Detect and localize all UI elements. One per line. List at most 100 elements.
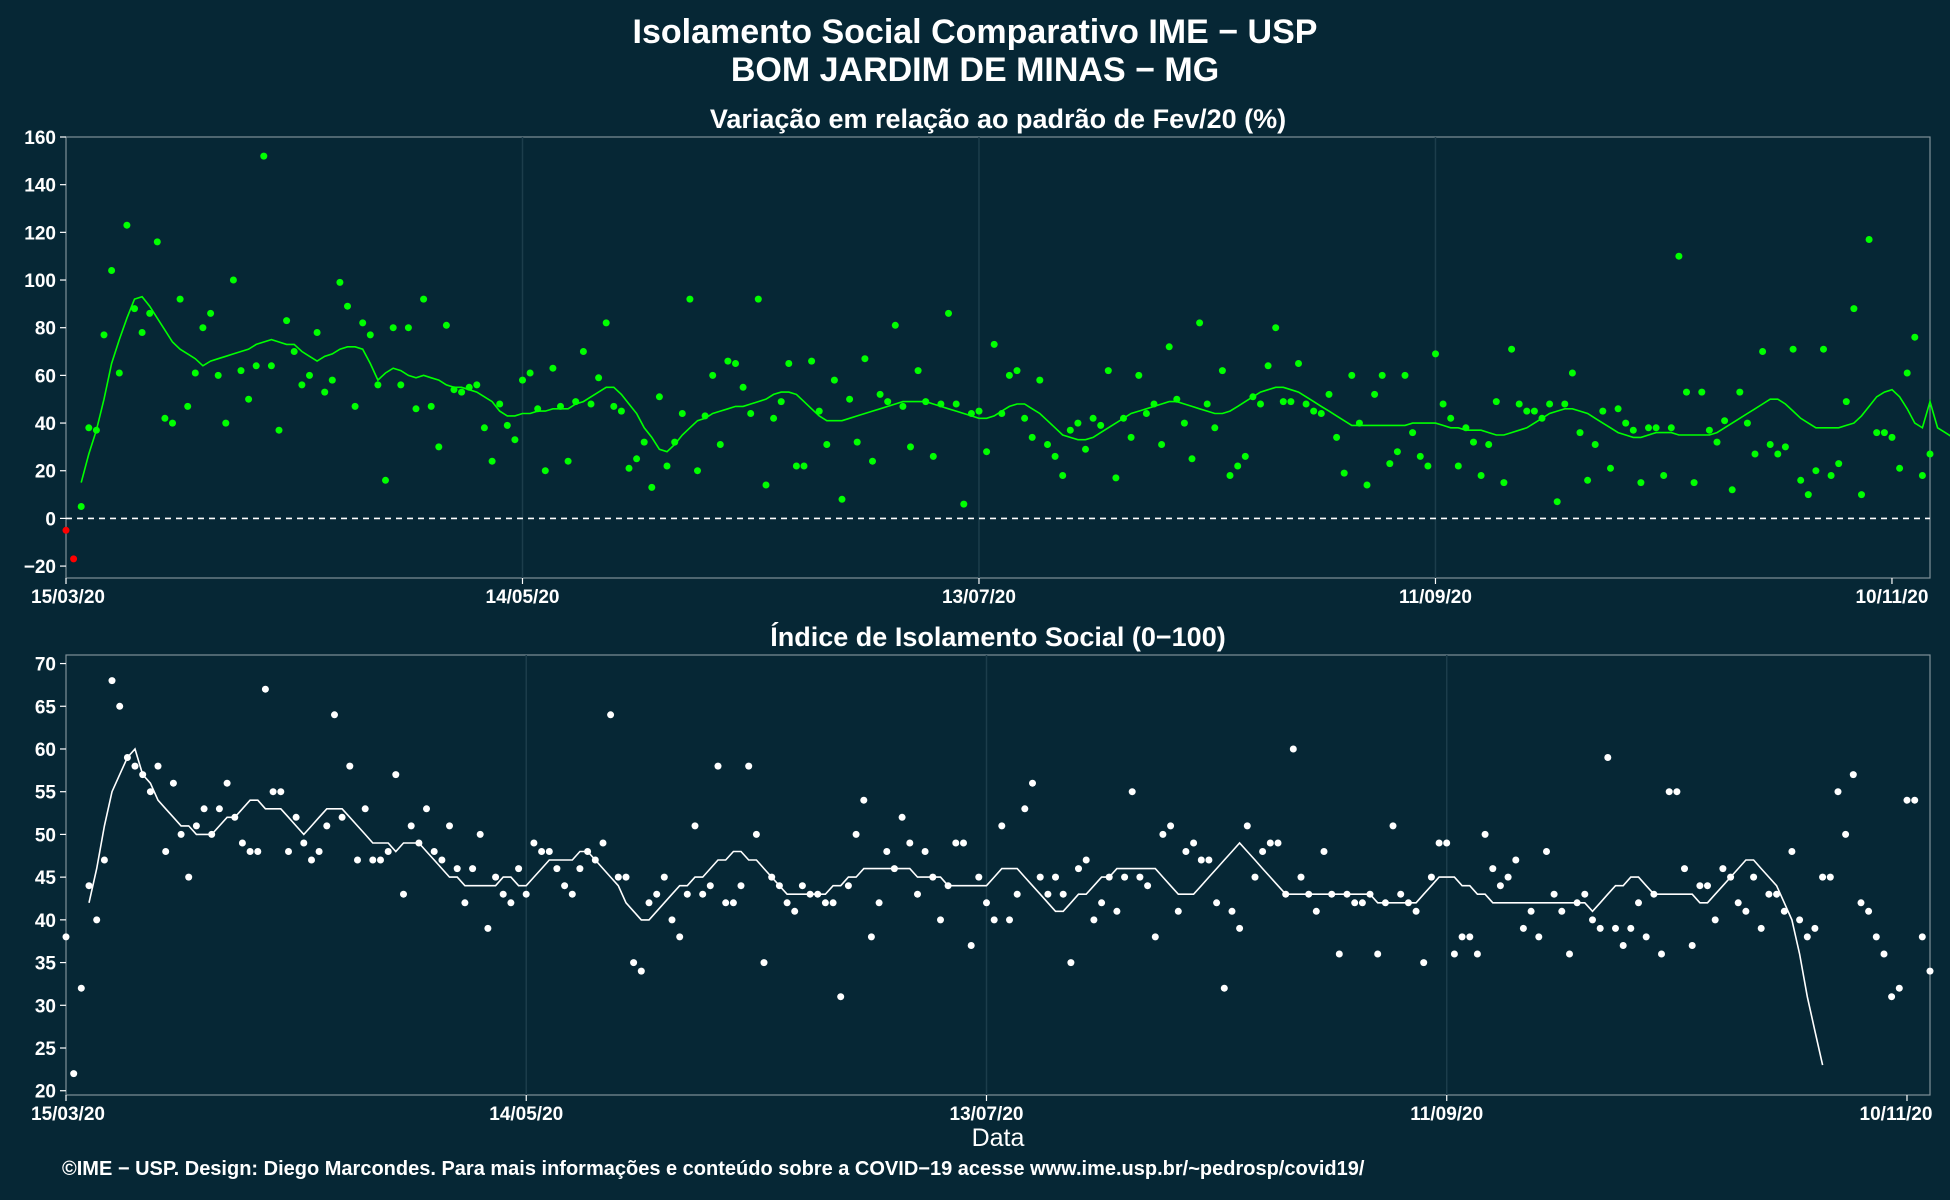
panel2-data-point — [277, 788, 285, 796]
panel1-data-point — [785, 360, 793, 367]
panel1-data-point — [815, 407, 823, 415]
panel2-data-point — [576, 865, 584, 873]
panel1-data-point — [990, 340, 998, 348]
panel2-data-point — [1412, 907, 1420, 915]
panel2-data-point — [338, 813, 346, 821]
panel2-data-point — [637, 967, 645, 975]
panel2-data-point — [1911, 796, 1919, 804]
panel1-data-point — [800, 462, 808, 470]
panel1-data-point — [222, 419, 230, 427]
panel1-data-point — [1112, 474, 1120, 482]
panel1-data-point — [1789, 345, 1797, 353]
panel1-data-point — [1295, 360, 1302, 367]
panel1-data-point — [564, 457, 572, 465]
panel2-data-point — [1397, 890, 1405, 898]
panel1-data-point — [1842, 398, 1850, 406]
panel1-data-point — [1500, 479, 1508, 487]
panel1-data-point — [884, 398, 892, 406]
panel1-data-point — [366, 331, 374, 339]
panel2-data-point — [752, 830, 760, 838]
panel1-data-point — [1873, 429, 1881, 437]
panel1-data-point — [1317, 410, 1325, 417]
panel1-data-point — [762, 481, 770, 489]
panel2-data-point — [515, 865, 523, 873]
panel1-data-point — [1880, 429, 1888, 437]
panel1-data-point — [1333, 433, 1341, 441]
panel2-data-point — [599, 839, 607, 847]
panel1-data-point — [420, 295, 428, 303]
panel1-data-point — [1683, 388, 1690, 396]
panel1-data-point — [1257, 400, 1264, 408]
panel2-data-point — [1435, 839, 1443, 847]
panel2-ytick-label: 30 — [35, 996, 56, 1017]
panel2-data-point — [1842, 830, 1850, 838]
panel1-data-point — [62, 526, 70, 534]
panel1-data-point — [1515, 400, 1523, 408]
panel1-data-point — [214, 371, 222, 379]
panel2-data-point — [1865, 907, 1873, 915]
panel2-data-point — [476, 830, 484, 838]
panel1-data-point — [1728, 486, 1736, 494]
panel1-data-point — [427, 402, 435, 410]
panel1-data-point — [298, 381, 306, 389]
panel2-data-point — [1558, 907, 1566, 915]
panel1-data-point — [283, 317, 291, 325]
panel2-data-point — [1190, 839, 1198, 847]
panel1-data-point — [374, 381, 382, 389]
panel1-data-point — [382, 476, 389, 484]
panel2-data-point — [1213, 899, 1221, 907]
panel2-data-point — [1880, 950, 1888, 958]
panel2-data-point — [1052, 873, 1059, 881]
panel1-ytick-label: 60 — [35, 366, 56, 387]
panel2-data-point — [1681, 865, 1688, 873]
panel2-data-point — [1013, 890, 1021, 898]
panel2-data-point — [1098, 899, 1106, 907]
panel2-data-point — [1335, 950, 1343, 958]
panel1-data-point — [351, 402, 359, 410]
chart-title: Isolamento Social Comparativo IME − USP — [632, 13, 1318, 51]
panel1-data-point — [709, 371, 717, 379]
panel1-ytick-label: 140 — [24, 176, 56, 197]
panel1-data-point — [359, 319, 367, 327]
panel2-data-point — [729, 899, 737, 907]
panel1-data-point — [1264, 362, 1272, 370]
panel1-ytick-label: −20 — [24, 557, 56, 578]
panel2-data-point — [177, 830, 185, 838]
panel1-data-point — [1865, 236, 1873, 243]
panel1-data-point — [473, 381, 481, 389]
panel2-data-point — [1872, 933, 1880, 941]
panel1-data-point — [1432, 350, 1439, 358]
panel1-data-point — [1827, 472, 1835, 479]
panel2-data-point — [1443, 839, 1451, 847]
panel2-data-point — [1090, 916, 1098, 924]
panel2-data-point — [561, 882, 569, 890]
panel2-data-point — [1665, 788, 1673, 796]
panel2-data-point — [1351, 899, 1359, 907]
panel1-xtick-label: 13/07/20 — [942, 587, 1016, 608]
panel1-data-point — [770, 414, 778, 422]
panel2-data-point — [346, 762, 354, 770]
panel2-data-point — [1512, 856, 1520, 864]
panel2-data-point — [215, 805, 223, 813]
panel2-data-point — [1834, 788, 1842, 796]
panel1-data-point — [869, 457, 876, 465]
panel2-data-point — [706, 882, 714, 890]
panel1-data-point — [1226, 472, 1234, 479]
panel1-data-point — [1637, 479, 1645, 487]
panel1-data-point — [1698, 388, 1706, 396]
panel2-data-point — [1006, 916, 1013, 924]
panel2-data-point — [737, 882, 745, 890]
panel1-data-point — [252, 362, 260, 370]
panel1-data-point — [1470, 438, 1477, 446]
panel2-data-point — [990, 916, 998, 924]
panel1-data-point — [1508, 345, 1516, 353]
panel2-data-point — [1888, 993, 1896, 1001]
panel1-data-point — [199, 324, 207, 332]
panel1-data-point — [1774, 450, 1782, 458]
panel1-data-point — [1896, 464, 1904, 472]
panel2-xtick-label: 14/05/20 — [489, 1104, 563, 1125]
panel1-data-point — [275, 426, 283, 434]
panel1-data-point — [123, 221, 131, 229]
panel2-data-point — [906, 839, 914, 847]
panel2-data-point — [714, 762, 722, 770]
